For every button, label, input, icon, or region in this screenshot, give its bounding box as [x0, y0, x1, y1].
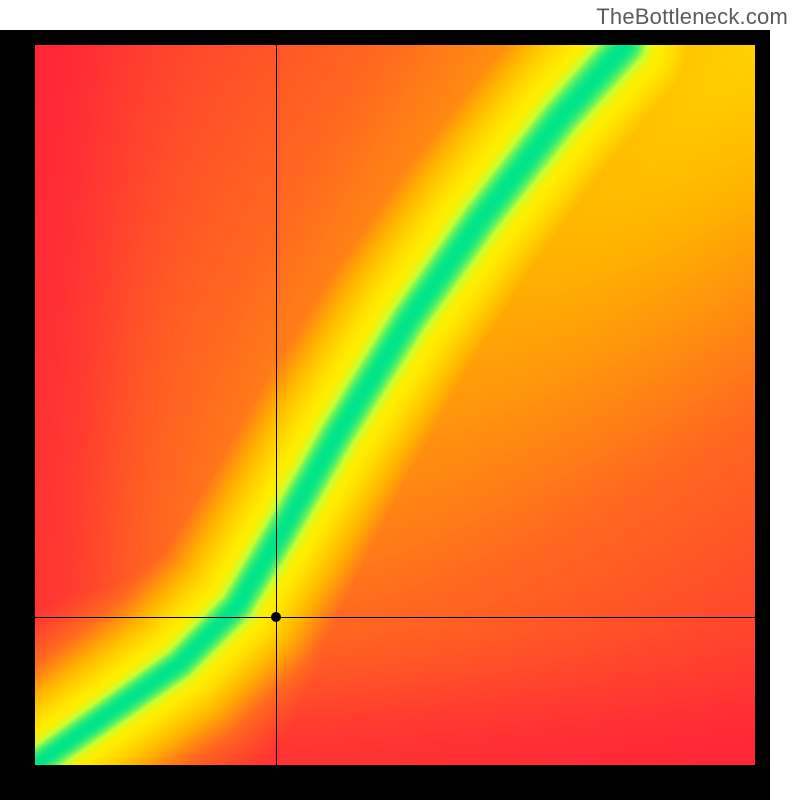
watermark-text: TheBottleneck.com — [596, 4, 788, 30]
heatmap-canvas — [35, 45, 755, 765]
chart-frame — [0, 30, 770, 800]
crosshair-horizontal — [35, 617, 755, 618]
crosshair-vertical — [276, 45, 277, 765]
plot-area — [35, 45, 755, 765]
crosshair-dot — [271, 612, 281, 622]
